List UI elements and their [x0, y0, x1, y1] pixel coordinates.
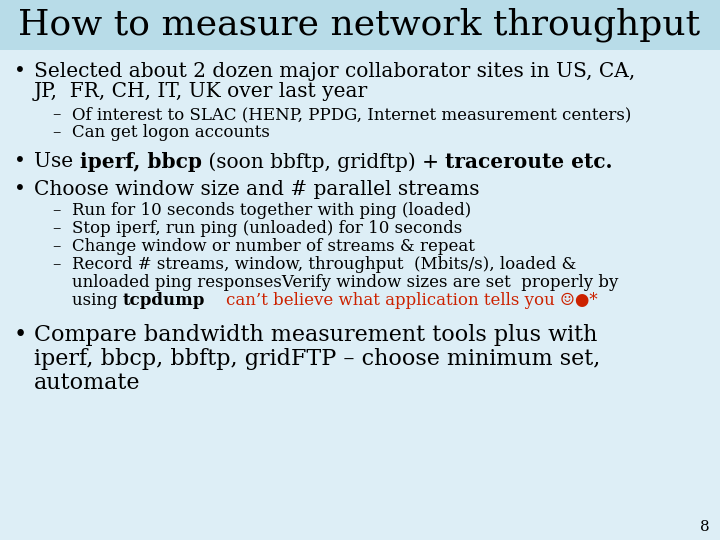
Text: Compare bandwidth measurement tools plus with: Compare bandwidth measurement tools plus… [34, 324, 598, 346]
Text: Run for 10 seconds together with ping (loaded): Run for 10 seconds together with ping (l… [72, 202, 472, 219]
Text: iperf, bbcp, bbftp, gridFTP – choose minimum set,: iperf, bbcp, bbftp, gridFTP – choose min… [34, 348, 600, 370]
Text: •: • [14, 62, 26, 81]
Text: –: – [52, 238, 60, 255]
Text: JP,  FR, CH, IT, UK over last year: JP, FR, CH, IT, UK over last year [34, 82, 368, 101]
Text: automate: automate [34, 372, 140, 394]
Text: –: – [52, 106, 60, 123]
FancyBboxPatch shape [0, 0, 720, 50]
Text: 8: 8 [701, 520, 710, 534]
Text: •: • [14, 180, 26, 199]
Text: traceroute etc.: traceroute etc. [445, 152, 613, 172]
Text: –: – [52, 256, 60, 273]
Text: unloaded ping responsesVerify window sizes are set  properly by: unloaded ping responsesVerify window siz… [72, 274, 618, 291]
Text: Record # streams, window, throughput  (Mbits/s), loaded &: Record # streams, window, throughput (Mb… [72, 256, 577, 273]
Text: –: – [52, 124, 60, 141]
Text: Selected about 2 dozen major collaborator sites in US, CA,: Selected about 2 dozen major collaborato… [34, 62, 635, 81]
Text: Choose window size and # parallel streams: Choose window size and # parallel stream… [34, 180, 480, 199]
Text: (soon bbftp, gridftp) +: (soon bbftp, gridftp) + [202, 152, 445, 172]
Text: Change window or number of streams & repeat: Change window or number of streams & rep… [72, 238, 475, 255]
Text: Use: Use [34, 152, 79, 171]
Text: –: – [52, 202, 60, 219]
Text: iperf, bbcp: iperf, bbcp [79, 152, 202, 172]
Text: –: – [52, 220, 60, 237]
Text: •: • [14, 324, 27, 346]
Text: can’t believe what application tells you ☺●*: can’t believe what application tells you… [205, 292, 598, 309]
Text: using: using [72, 292, 123, 309]
Text: tcpdump: tcpdump [123, 292, 205, 309]
Text: Of interest to SLAC (HENP, PPDG, Internet measurement centers): Of interest to SLAC (HENP, PPDG, Interne… [72, 106, 631, 123]
Text: Stop iperf, run ping (unloaded) for 10 seconds: Stop iperf, run ping (unloaded) for 10 s… [72, 220, 462, 237]
Text: •: • [14, 152, 26, 171]
Text: How to measure network throughput: How to measure network throughput [18, 8, 700, 42]
Text: Can get logon accounts: Can get logon accounts [72, 124, 270, 141]
